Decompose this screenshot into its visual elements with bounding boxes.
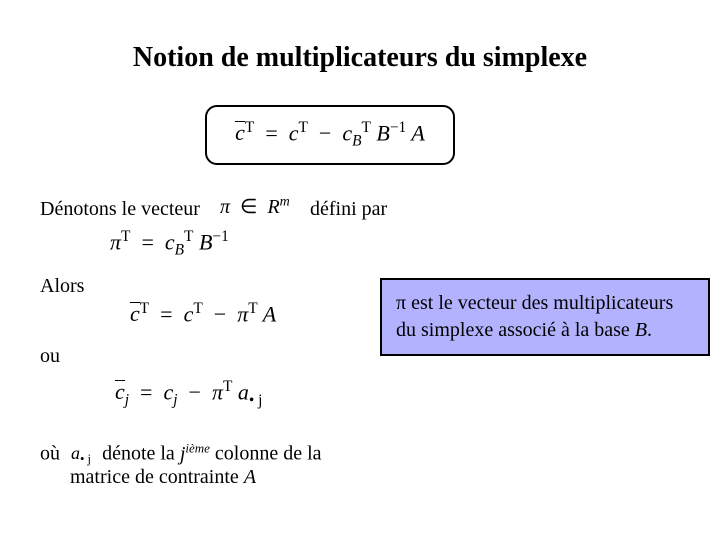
eq2-bsub: B	[175, 242, 184, 259]
eq1-t2: T	[299, 119, 308, 136]
eq4-a: a	[238, 379, 249, 404]
eq4-dotj: • j	[249, 392, 263, 410]
main-equation: cT = cT − cBT B−1 A	[235, 119, 425, 151]
footnote-line1: où a• j dénote la jième colonne de la	[40, 440, 322, 467]
eq3-t3: T	[248, 300, 257, 317]
eq3-c2: c	[184, 301, 194, 326]
eq4-c2: c	[163, 379, 173, 404]
footnote-line2: matrice de contrainte A	[70, 466, 256, 489]
ou-text: ou	[40, 345, 60, 367]
eq1-minus: −	[319, 120, 331, 145]
sidebox-l2pre: du simplexe associé à la base	[396, 319, 635, 341]
eq-cbar-j: cj = cj − πT a• j	[115, 378, 262, 410]
sidebox-b: B	[635, 319, 647, 341]
eq1-neg1: −1	[390, 119, 406, 136]
eq3-minus: −	[214, 301, 226, 326]
slide-title: Notion de multiplicateurs du simplexe	[0, 42, 720, 74]
definition-line2: du simplexe associé à la base B.	[396, 317, 694, 344]
eq1-t3: T	[362, 119, 371, 136]
eq1-eq: =	[265, 120, 277, 145]
denotons-text: Dénotons le vecteur	[40, 198, 200, 220]
eq4-eq: =	[140, 379, 152, 404]
eq-cbar-vec: cT = cT − πT A	[130, 300, 276, 327]
eq3-eq: =	[160, 301, 172, 326]
definition-box: π est le vecteur des multiplicateurs du …	[380, 278, 710, 356]
eq2-t2: T	[184, 228, 193, 245]
eq1-c: c	[289, 120, 299, 145]
eq3-t2: T	[193, 300, 202, 317]
eq1-t1: T	[245, 119, 254, 136]
eq2-t: T	[121, 228, 130, 245]
title-text: Notion de multiplicateurs du simplexe	[133, 42, 587, 73]
denotons-label: Dénotons le vecteur	[40, 198, 200, 221]
defini-par-text: défini par	[310, 198, 387, 220]
ou-label: ou	[40, 345, 60, 368]
sidebox-period: .	[647, 319, 652, 341]
main-equation-box: cT = cT − cBT B−1 A	[205, 105, 455, 165]
footnote-tail: colonne de la	[210, 443, 322, 465]
eq3-a: A	[263, 301, 276, 326]
eq2-eq: =	[141, 229, 153, 254]
eq2-bigb: B	[199, 229, 212, 254]
pi-in-rm: π ∈ Rm	[220, 194, 290, 219]
eq4-minus: −	[189, 379, 201, 404]
eq1-bigb: B	[376, 120, 389, 145]
eq4-j2: j	[173, 392, 177, 409]
defini-par: défini par	[310, 198, 387, 221]
m-sup: m	[280, 194, 290, 209]
eq4-j: j	[125, 392, 129, 409]
eq4-pi: π	[212, 379, 223, 404]
definition-line1: π est le vecteur des multiplicateurs	[396, 290, 694, 317]
footnote-a-matrix: A	[244, 466, 256, 488]
footnote-a-symbol: a• j	[71, 443, 91, 468]
eq4-c: c	[115, 379, 125, 404]
alors-label: Alors	[40, 275, 84, 298]
footnote-ieme: ième	[185, 440, 210, 455]
eq1-bsub: B	[352, 133, 361, 150]
eq-pi-def: πT = cBT B−1	[110, 228, 229, 260]
footnote-ou: où	[40, 443, 60, 465]
eq1-cbar: c	[235, 120, 245, 145]
eq2-c: c	[165, 229, 175, 254]
alors-text: Alors	[40, 275, 84, 297]
eq3-t1: T	[140, 300, 149, 317]
eq2-pi: π	[110, 229, 121, 254]
footnote-mid: dénote la	[102, 443, 180, 465]
sidebox-l1: π est le vecteur des multiplicateurs	[396, 292, 673, 314]
eq4-t: T	[223, 378, 232, 395]
eq1-a: A	[411, 120, 424, 145]
footnote-l2: matrice de contrainte	[70, 466, 244, 488]
footnote-a: a	[71, 443, 80, 463]
r-sym: R	[267, 196, 279, 218]
eq3-c: c	[130, 301, 140, 326]
eq1-cb: c	[342, 120, 352, 145]
in-sym: ∈	[240, 196, 257, 218]
eq3-pi: π	[237, 301, 248, 326]
eq2-neg1: −1	[212, 228, 228, 245]
pi-sym: π	[220, 196, 230, 218]
